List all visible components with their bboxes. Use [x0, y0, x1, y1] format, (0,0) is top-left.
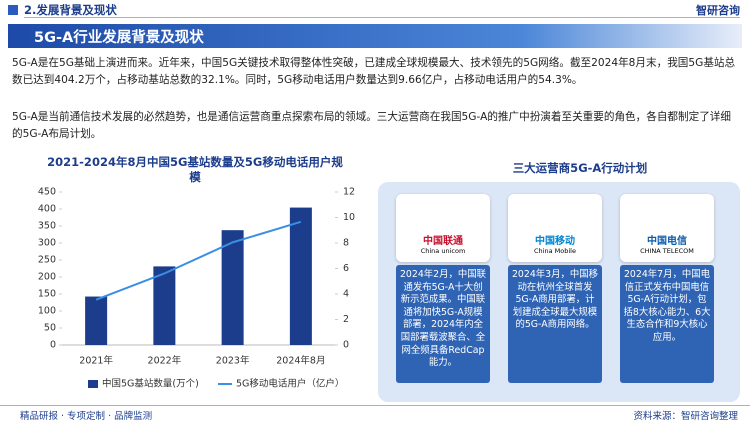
- y-tick-label: 400: [38, 204, 56, 215]
- legend-swatch: [88, 380, 98, 388]
- y-tick-label: 200: [38, 272, 56, 283]
- logo-en: China Mobile: [534, 247, 576, 255]
- y2-tick-label: 6: [343, 263, 349, 274]
- y-tick-label: 350: [38, 221, 56, 232]
- plans-title: 三大运营商5G-A行动计划: [512, 161, 648, 175]
- y2-tick-label: 12: [343, 187, 355, 198]
- bar: [221, 230, 244, 345]
- logo-cn: 中国电信: [647, 236, 687, 247]
- logo-cn: 中国移动: [535, 236, 575, 247]
- y2-tick-label: 2: [343, 314, 349, 325]
- logo-card: 中国移动 China Mobile: [508, 194, 602, 262]
- plan-text: 2024年2月，中国联通发布5G-A十大创新示范成果。中国联通将加快5G-A规模…: [396, 265, 490, 383]
- header-crumb: 2.发展背景及现状: [24, 3, 117, 17]
- y-tick-label: 0: [50, 340, 56, 351]
- footer-left: 精品研报 · 专项定制 · 品牌监测: [20, 411, 153, 421]
- footer-rule: [0, 405, 750, 406]
- x-tick-label: 2022年: [148, 355, 182, 367]
- legend-label: 5G移动电话用户（亿户）: [236, 378, 344, 390]
- x-tick-label: 2024年8月: [276, 355, 325, 367]
- section-bar: [8, 24, 742, 48]
- footer-right: 资料来源：智研咨询整理: [633, 411, 738, 421]
- logo-cn: 中国联通: [423, 236, 463, 247]
- logo-card: 中国电信 CHINA TELECOM: [620, 194, 714, 262]
- y2-tick-label: 4: [343, 289, 349, 300]
- legend-label: 中国5G基站数量(万个): [102, 378, 199, 390]
- x-tick-label: 2023年: [216, 355, 250, 367]
- y-tick-label: 300: [38, 238, 56, 249]
- bar: [153, 266, 176, 345]
- plan-text: 2024年3月，中国移动在杭州全球首发5G-A商用部署，计划建成全球最大规模的5…: [508, 265, 602, 383]
- chart: 0 50 100 150 200 250 300 350 400 450 0 2 4 6 8 10 12 2021…: [38, 187, 355, 390]
- line: [95, 220, 302, 301]
- x-tick-label: 2021年: [79, 355, 113, 367]
- bar: [85, 296, 108, 345]
- y-tick-label: 150: [38, 289, 56, 300]
- y-tick-label: 100: [38, 306, 56, 317]
- logo-en: China unicom: [420, 247, 466, 255]
- section-title: 5G-A行业发展背景及现状: [34, 30, 204, 46]
- header-icon: [8, 5, 18, 15]
- paragraph: 5G-A是当前通信技术发展的必然趋势，也是通信运营商重点探索布局的领域。三大运营…: [12, 111, 731, 140]
- logo-card: 中国联通 China unicom: [396, 194, 490, 262]
- y-tick-label: 250: [38, 255, 56, 266]
- y2-tick-label: 10: [343, 212, 355, 223]
- y2-tick-label: 0: [343, 340, 349, 351]
- y2-tick-label: 8: [343, 238, 349, 249]
- paragraph: 5G-A是在5G基础上演进而来。近年来，中国5G关键技术取得整体性突破，已建成全…: [12, 57, 736, 86]
- logo-en: CHINA TELECOM: [640, 247, 694, 255]
- chart-title: 2021-2024年8月中国5G基站数量及5G移动电话用户规模: [47, 155, 343, 184]
- y-tick-label: 50: [44, 323, 56, 334]
- bar: [289, 207, 312, 345]
- y-tick-label: 450: [38, 187, 56, 198]
- plan-text: 2024年7月，中国电信正式发布中国电信5G-A行动计划，包括8大核心能力、6大…: [620, 265, 714, 383]
- header-rule: [24, 17, 740, 18]
- logo: 智研咨询: [696, 4, 740, 17]
